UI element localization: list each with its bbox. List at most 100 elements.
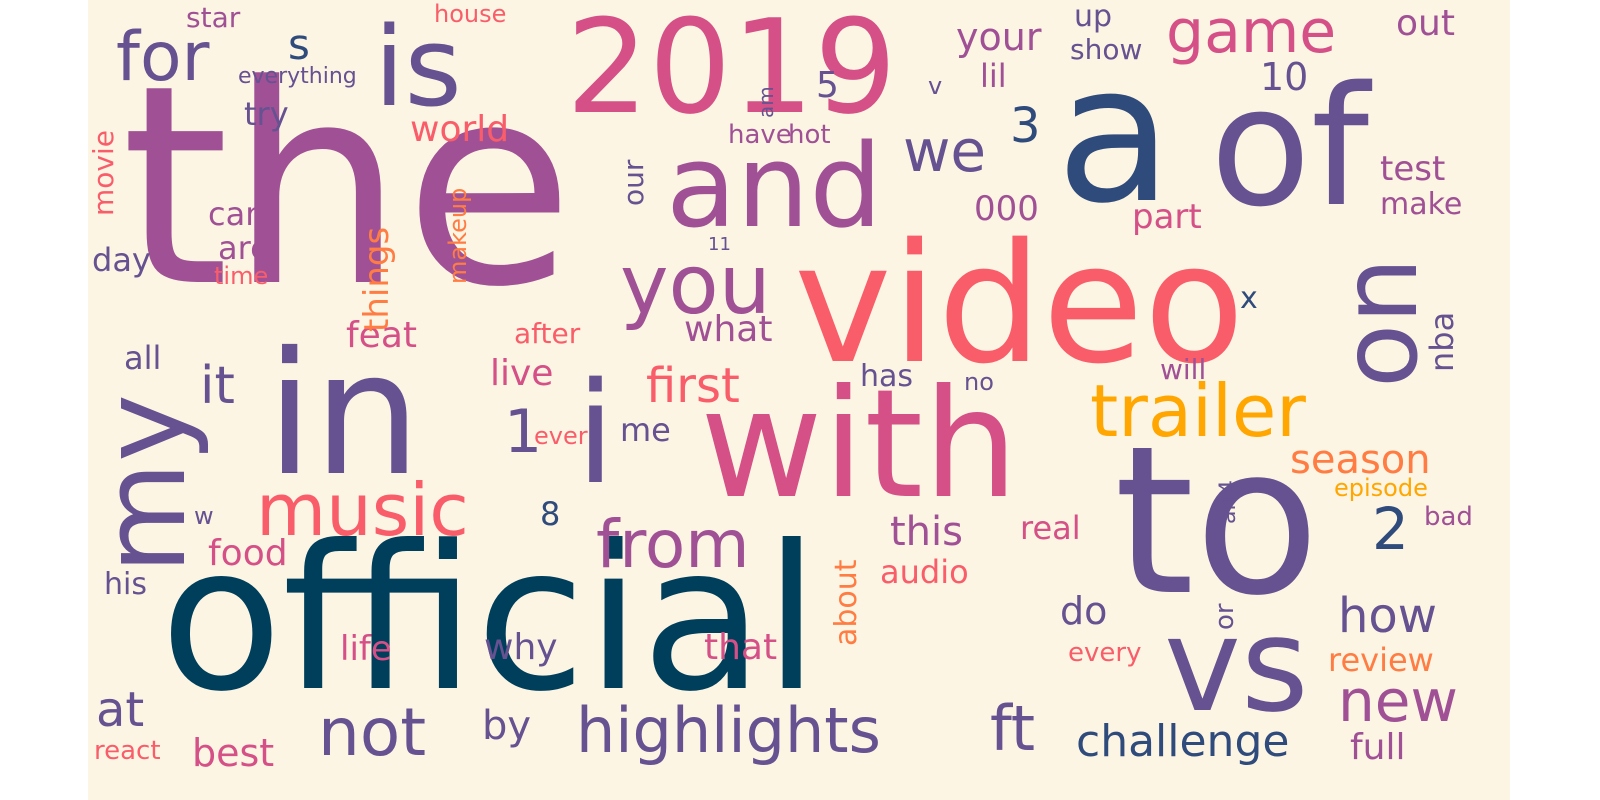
word-after: after bbox=[514, 317, 581, 350]
word-how: how bbox=[1338, 588, 1438, 644]
word-test: test bbox=[1380, 149, 1446, 189]
word-things: things bbox=[357, 226, 397, 332]
word-x: x bbox=[1240, 281, 1258, 316]
word-3: 3 bbox=[1010, 98, 1041, 154]
word-has: has bbox=[860, 359, 914, 394]
word-not: not bbox=[318, 694, 427, 771]
word-v: v bbox=[928, 72, 943, 100]
word-with: with bbox=[700, 358, 1019, 532]
word-what: what bbox=[684, 309, 773, 350]
word-from: from bbox=[596, 506, 750, 583]
word-a: a bbox=[1056, 24, 1173, 245]
word-10: 10 bbox=[1260, 55, 1309, 99]
word-on: on bbox=[1319, 257, 1441, 388]
word-real: real bbox=[1020, 509, 1081, 547]
word-in: in bbox=[266, 316, 421, 514]
word-this: this bbox=[890, 509, 963, 555]
word-cloud: the official to video a of in with 2019 … bbox=[88, 0, 1510, 800]
word-episode: episode bbox=[1334, 474, 1428, 502]
word-bad: bad bbox=[1424, 502, 1473, 532]
word-your: your bbox=[956, 15, 1042, 59]
word-s: s bbox=[288, 20, 310, 69]
word-try: try bbox=[244, 95, 289, 133]
word-an: an bbox=[1216, 496, 1241, 524]
word-game: game bbox=[1166, 0, 1337, 67]
word-our: our bbox=[617, 159, 650, 206]
word-official: official bbox=[160, 503, 820, 736]
word-life: life bbox=[340, 629, 392, 669]
word-2019: 2019 bbox=[566, 0, 897, 143]
word-i: i bbox=[576, 353, 615, 516]
word-out: out bbox=[1396, 3, 1455, 44]
word-do: do bbox=[1060, 589, 1108, 633]
word-we: we bbox=[903, 117, 987, 185]
word-hot: hot bbox=[788, 120, 831, 150]
word-vs: vs bbox=[1164, 589, 1309, 741]
word-day: day bbox=[92, 241, 151, 279]
word-every: every bbox=[1068, 638, 1142, 668]
word-feat: feat bbox=[346, 315, 417, 356]
word-highlights: highlights bbox=[576, 694, 881, 767]
word-show: show bbox=[1070, 33, 1143, 66]
word-star: star bbox=[186, 1, 241, 34]
word-everything: everything bbox=[238, 64, 357, 89]
word-the: the bbox=[121, 27, 574, 348]
word-his: his bbox=[104, 567, 147, 602]
word-and: and bbox=[666, 120, 883, 254]
word-me: me bbox=[620, 411, 671, 449]
word-for: for bbox=[116, 18, 210, 97]
word-trailer: trailer bbox=[1090, 369, 1306, 453]
word-movie: movie bbox=[88, 130, 120, 216]
word-2: 2 bbox=[1372, 495, 1409, 563]
word-live: live bbox=[490, 353, 554, 394]
word-ft: ft bbox=[990, 692, 1036, 765]
word-house: house bbox=[434, 0, 507, 28]
word-w: w bbox=[194, 502, 214, 530]
word-11: 11 bbox=[708, 234, 731, 255]
word-lil: lil bbox=[980, 57, 1007, 95]
word-at: at bbox=[96, 682, 145, 738]
word-new: new bbox=[1338, 667, 1458, 735]
word-4: 4 bbox=[1216, 480, 1241, 494]
word-no: no bbox=[964, 368, 994, 396]
word-it: it bbox=[200, 356, 235, 416]
word-music: music bbox=[256, 468, 469, 552]
word-best: best bbox=[192, 731, 275, 775]
word-of: of bbox=[1210, 51, 1370, 243]
word-that: that bbox=[704, 627, 778, 668]
word-up: up bbox=[1074, 0, 1113, 34]
word-food: food bbox=[208, 533, 288, 574]
word-make: make bbox=[1380, 187, 1463, 222]
word-8: 8 bbox=[540, 495, 561, 533]
word-1: 1 bbox=[504, 397, 543, 467]
word-is: is bbox=[374, 3, 462, 131]
word-review: review bbox=[1328, 641, 1434, 679]
word-are: are bbox=[218, 229, 270, 267]
word-you: you bbox=[620, 238, 771, 333]
word-time: time bbox=[214, 262, 269, 290]
word-000: 000 bbox=[974, 189, 1039, 229]
word-first: first bbox=[646, 358, 740, 414]
word-makeup: makeup bbox=[444, 187, 472, 284]
word-am: am bbox=[754, 86, 778, 118]
word-ever: ever bbox=[534, 422, 588, 450]
word-will: will bbox=[1160, 353, 1207, 386]
word-have: have bbox=[728, 120, 792, 150]
word-react: react bbox=[94, 736, 161, 766]
word-audio: audio bbox=[880, 553, 969, 591]
word-part: part bbox=[1132, 197, 1202, 237]
word-world: world bbox=[410, 109, 510, 150]
word-nba: nba bbox=[1423, 311, 1461, 372]
word-or: or bbox=[1210, 603, 1240, 630]
word-full: full bbox=[1350, 727, 1406, 768]
word-why: why bbox=[484, 627, 558, 668]
word-can: can bbox=[208, 195, 266, 233]
word-about: about bbox=[829, 559, 864, 646]
word-to: to bbox=[1114, 403, 1320, 641]
word-all: all bbox=[124, 339, 162, 377]
word-by: by bbox=[482, 703, 532, 749]
word-my: my bbox=[88, 393, 212, 574]
word-video: video bbox=[794, 208, 1245, 400]
word-season: season bbox=[1290, 437, 1431, 483]
word-5: 5 bbox=[816, 65, 839, 106]
